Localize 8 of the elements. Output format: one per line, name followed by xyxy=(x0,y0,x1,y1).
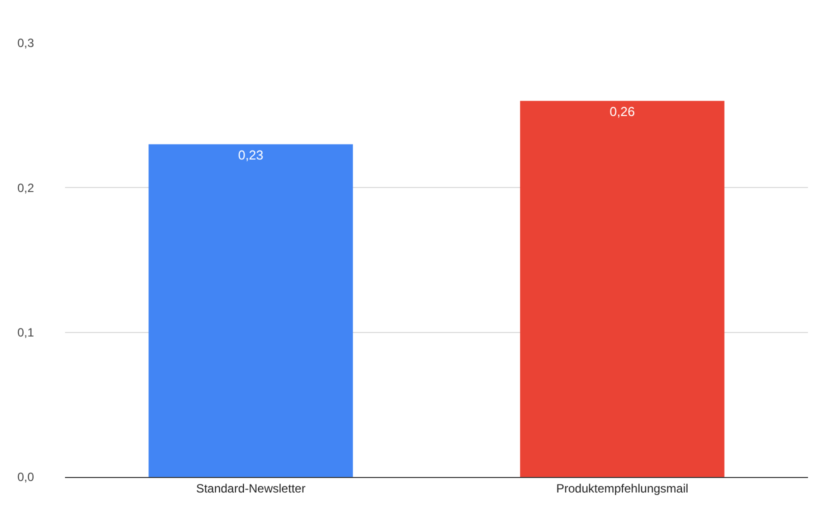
y-tick-label: 0,0 xyxy=(17,470,34,484)
data-label: 0,26 xyxy=(610,104,635,119)
x-tick-label: Standard-Newsletter xyxy=(196,481,306,496)
y-tick-label: 0,1 xyxy=(17,326,34,340)
x-tick-label: Produktempfehlungsmail xyxy=(556,481,688,496)
y-tick-label: 0,2 xyxy=(17,180,34,195)
y-tick-label: 0,3 xyxy=(17,36,34,50)
data-label: 0,23 xyxy=(238,147,264,162)
